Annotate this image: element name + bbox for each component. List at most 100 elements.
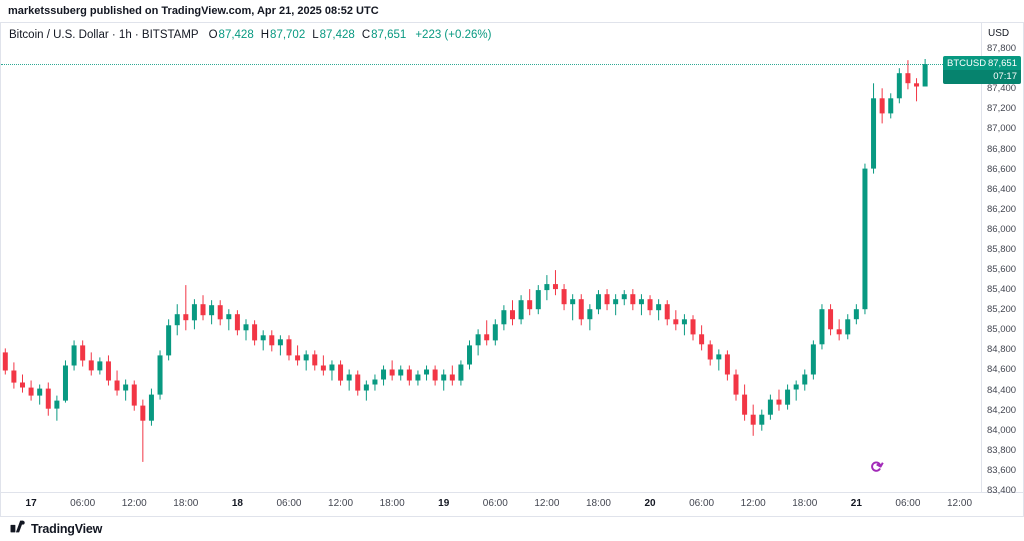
candle [243,319,249,341]
candle [467,340,473,370]
candle [578,294,584,326]
candle [716,349,722,371]
time-axis-label: 19 [438,498,450,509]
candle [260,330,266,351]
time-axis-label: 06:00 [689,498,715,509]
candle [656,299,662,321]
candle [157,350,163,400]
tradingview-wordmark[interactable]: TradingView [31,522,103,536]
candle [604,289,610,311]
candle [432,365,438,386]
price-axis-label: 84,200 [987,404,1017,416]
candle [802,369,808,391]
candle [97,357,103,375]
candle [724,350,730,381]
candles-plot[interactable] [1,23,981,492]
candle [501,305,507,331]
chart-legend: Bitcoin / U.S. Dollar · 1h · BITSTAMP O8… [9,29,492,41]
time-axis-label: 06:00 [276,498,302,509]
price-axis-label: 84,800 [987,344,1017,356]
candle [415,370,421,386]
candle [449,365,455,386]
candle [312,350,318,371]
price-axis-label: 85,200 [987,304,1017,316]
candle [269,330,275,352]
candle [518,295,524,325]
candle [733,369,739,401]
candle [742,384,748,421]
candle [690,315,696,341]
candle [570,294,576,321]
time-axis-label: 18:00 [379,498,405,509]
candle [19,374,25,393]
time-axis-label: 12:00 [946,498,973,509]
candle [853,304,859,325]
price-badge: BTCUSD 87,651 07:17 [943,56,1021,85]
time-axis[interactable]: 17 06:00 12:00 18:00 18 06:00 12:00 18:00 19 06:0… [1,492,1023,516]
tradingview-logo-icon [10,520,25,538]
candle [793,380,799,401]
candle [148,388,154,426]
symbol-title[interactable]: Bitcoin / U.S. Dollar · 1h · BITSTAMP [9,29,199,41]
candle [552,270,558,296]
candle [381,365,387,386]
candle [123,379,129,401]
time-axis-label: 06:00 [895,498,921,509]
candle [621,290,627,306]
candle [681,314,687,336]
candle [346,369,352,391]
ohlc-values: O87,428 H87,702 L87,428 C87,651 +223 (+0… [209,29,492,41]
price-badge-symbol: BTCUSD [947,58,987,70]
price-axis-label: 86,400 [987,183,1017,195]
candle [587,304,593,331]
price-axis-label: 83,400 [987,484,1017,496]
time-axis-label: 12:00 [121,498,147,509]
candle [767,394,773,420]
candle [363,380,369,401]
time-axis-label: 12:00 [534,498,560,509]
time-axis-label: 12:00 [328,498,354,509]
price-axis-label: 87,800 [987,43,1017,55]
candle [785,384,791,410]
footer-bar: TradingView [0,517,1024,541]
candle [914,78,920,102]
chart-plot-area[interactable]: Bitcoin / U.S. Dollar · 1h · BITSTAMP O8… [1,23,981,492]
candle [492,319,498,346]
candle [338,360,344,386]
time-axis-label: 20 [644,498,656,509]
ohlc-close: C87,651 [361,29,407,41]
candle [458,360,464,386]
price-axis[interactable]: USD 83,400 83,600 83,800 84,000 84,200 84,400… [981,23,1023,495]
candle [509,300,515,326]
candle [372,374,378,391]
candle [561,284,567,311]
candle [45,382,51,416]
candle [252,320,258,346]
candle [828,304,834,336]
candle [174,304,180,336]
candle [217,300,223,326]
candle [2,348,8,375]
price-axis-label: 85,600 [987,264,1017,276]
candle [28,380,34,401]
candle [62,360,68,403]
time-axis-label: 06:00 [70,498,96,509]
price-axis-label: 85,800 [987,243,1017,255]
price-axis-label: 85,000 [987,324,1017,336]
candle [613,294,619,316]
time-axis-label: 18:00 [585,498,611,509]
candle [11,362,17,389]
candle [664,300,670,326]
candle [200,295,206,321]
price-axis-label: 87,400 [987,83,1017,95]
currency-toggle[interactable]: USD [988,28,1010,39]
candle [638,294,644,316]
candle [80,340,86,367]
time-axis-label: 06:00 [482,498,508,509]
attribution-text: marketssuberg published on TradingView.c… [8,5,379,17]
price-axis-label: 86,200 [987,203,1017,215]
candle [836,319,842,341]
time-axis-label: 18:00 [792,498,818,509]
candle [166,319,172,361]
price-axis-label: 84,400 [987,384,1017,396]
